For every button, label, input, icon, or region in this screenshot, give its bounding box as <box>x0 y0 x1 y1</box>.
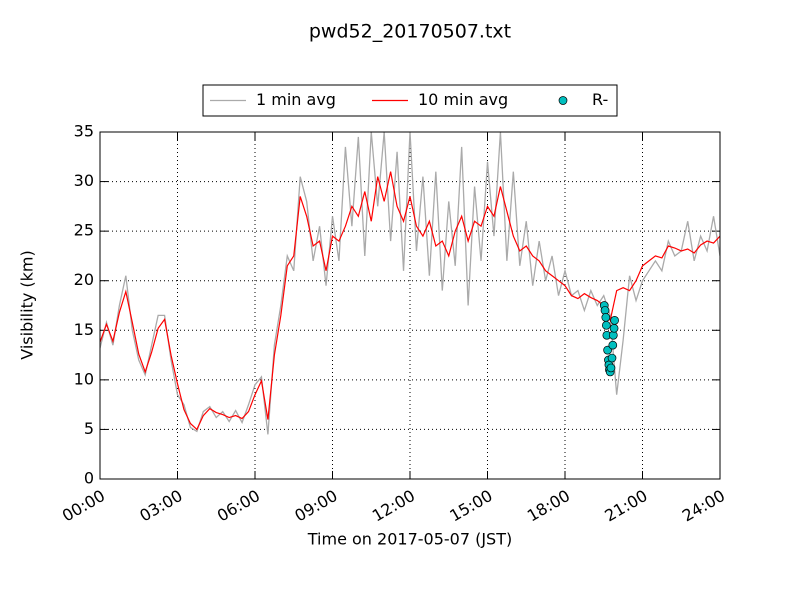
legend-label: 1 min avg <box>256 90 336 109</box>
y-tick-label: 0 <box>84 469 94 488</box>
marker <box>607 353 617 363</box>
legend-marker <box>558 96 568 105</box>
y-tick-label: 35 <box>74 122 94 141</box>
marker <box>609 323 619 333</box>
y-tick-label: 20 <box>74 270 94 289</box>
legend-label: 10 min avg <box>418 90 508 109</box>
marker <box>601 320 611 330</box>
line <box>100 171 720 431</box>
plot-frame <box>99 131 721 480</box>
marker <box>610 316 619 325</box>
y-tick-label: 15 <box>74 320 94 339</box>
y-tick-label: 25 <box>74 221 94 240</box>
legend-box <box>202 84 618 117</box>
series-layer <box>100 132 720 435</box>
chart-title: pwd52_20170507.txt <box>309 21 511 43</box>
y-tick-label: 30 <box>74 171 94 190</box>
x-axis-label: Time on 2017-05-07 (JST) <box>307 530 512 549</box>
y-axis-label: Visibility (km) <box>18 250 37 359</box>
marker <box>601 313 611 322</box>
y-tick-label: 5 <box>84 419 94 438</box>
marker <box>606 363 616 373</box>
marker <box>608 340 618 350</box>
legend-label: R- <box>592 90 608 109</box>
line <box>100 132 720 435</box>
y-tick-label: 10 <box>74 369 94 388</box>
